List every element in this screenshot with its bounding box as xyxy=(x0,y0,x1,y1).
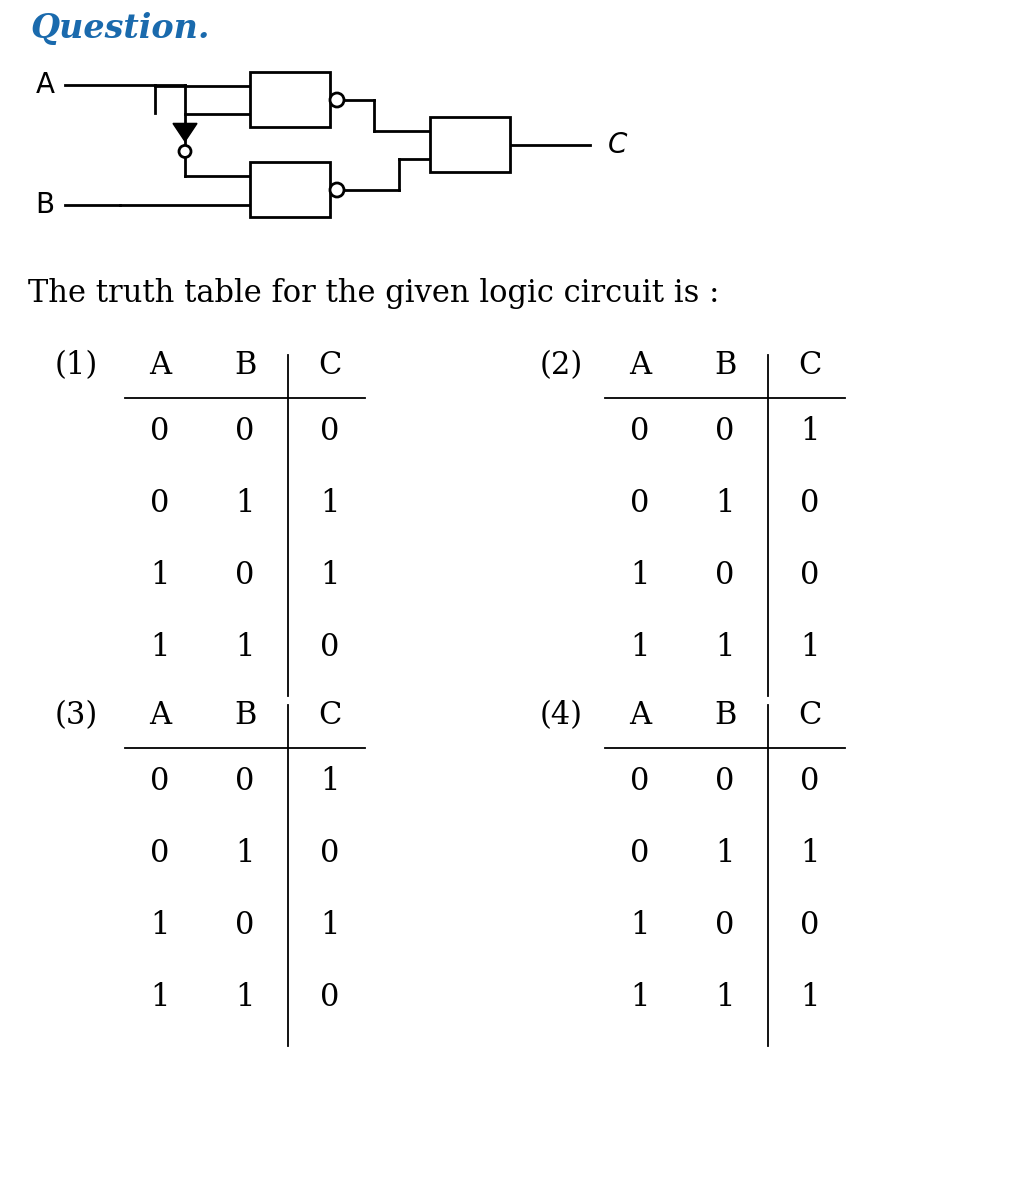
Text: B: B xyxy=(233,700,256,732)
Text: 1: 1 xyxy=(151,633,170,663)
Text: A: A xyxy=(629,350,651,380)
Text: A: A xyxy=(148,350,171,380)
Text: 0: 0 xyxy=(716,766,734,798)
Text: 1: 1 xyxy=(630,909,650,941)
Text: (2): (2) xyxy=(540,350,584,380)
Bar xyxy=(430,117,510,172)
Text: 1: 1 xyxy=(630,560,650,591)
Text: 0: 0 xyxy=(321,982,340,1013)
Text: (4): (4) xyxy=(540,700,583,732)
Text: 0: 0 xyxy=(321,633,340,663)
Text: 0: 0 xyxy=(321,838,340,869)
Text: 1: 1 xyxy=(715,488,735,519)
Text: 1: 1 xyxy=(800,416,820,446)
Text: 0: 0 xyxy=(631,488,649,519)
Text: Question.: Question. xyxy=(30,12,210,45)
Text: A: A xyxy=(36,71,54,99)
Text: B: B xyxy=(233,350,256,380)
Text: C: C xyxy=(318,700,342,732)
Text: 0: 0 xyxy=(716,416,734,446)
Text: 0: 0 xyxy=(236,909,255,941)
Text: 0: 0 xyxy=(716,909,734,941)
Circle shape xyxy=(179,145,191,158)
Text: 1: 1 xyxy=(151,982,170,1013)
Bar xyxy=(250,72,330,127)
Text: 0: 0 xyxy=(151,488,170,519)
Text: 0: 0 xyxy=(236,766,255,798)
Text: 0: 0 xyxy=(801,766,819,798)
Text: C: C xyxy=(608,131,628,159)
Text: 1: 1 xyxy=(321,488,340,519)
Text: 0: 0 xyxy=(236,560,255,591)
Text: 1: 1 xyxy=(321,766,340,798)
Text: 1: 1 xyxy=(800,982,820,1013)
Text: 1: 1 xyxy=(630,982,650,1013)
Text: 1: 1 xyxy=(236,982,255,1013)
Text: 1: 1 xyxy=(630,633,650,663)
Text: A: A xyxy=(148,700,171,732)
Text: 1: 1 xyxy=(800,633,820,663)
Circle shape xyxy=(330,183,344,197)
Text: B: B xyxy=(36,191,54,219)
Text: 0: 0 xyxy=(321,416,340,446)
Text: 1: 1 xyxy=(236,838,255,869)
Text: 1: 1 xyxy=(800,838,820,869)
Text: C: C xyxy=(318,350,342,380)
Text: 1: 1 xyxy=(236,488,255,519)
Text: 1: 1 xyxy=(321,909,340,941)
Text: B: B xyxy=(714,700,736,732)
Text: (3): (3) xyxy=(55,700,98,732)
Text: 0: 0 xyxy=(801,560,819,591)
Text: 1: 1 xyxy=(715,838,735,869)
Text: 0: 0 xyxy=(151,416,170,446)
Text: 0: 0 xyxy=(716,560,734,591)
Polygon shape xyxy=(173,124,197,141)
Text: 0: 0 xyxy=(236,416,255,446)
Text: C: C xyxy=(799,700,821,732)
Text: 1: 1 xyxy=(715,633,735,663)
Text: B: B xyxy=(714,350,736,380)
Text: (1): (1) xyxy=(55,350,98,380)
Text: 0: 0 xyxy=(631,416,649,446)
Text: A: A xyxy=(629,700,651,732)
Text: 1: 1 xyxy=(236,633,255,663)
Text: 1: 1 xyxy=(715,982,735,1013)
Text: 1: 1 xyxy=(151,560,170,591)
Text: 0: 0 xyxy=(151,838,170,869)
Circle shape xyxy=(330,93,344,107)
Text: 1: 1 xyxy=(151,909,170,941)
Text: C: C xyxy=(799,350,821,380)
Text: 0: 0 xyxy=(801,488,819,519)
Text: 0: 0 xyxy=(631,766,649,798)
Text: 1: 1 xyxy=(321,560,340,591)
Text: 0: 0 xyxy=(801,909,819,941)
Text: 0: 0 xyxy=(631,838,649,869)
Text: The truth table for the given logic circuit is :: The truth table for the given logic circ… xyxy=(28,278,720,309)
Text: 0: 0 xyxy=(151,766,170,798)
Bar xyxy=(250,163,330,217)
